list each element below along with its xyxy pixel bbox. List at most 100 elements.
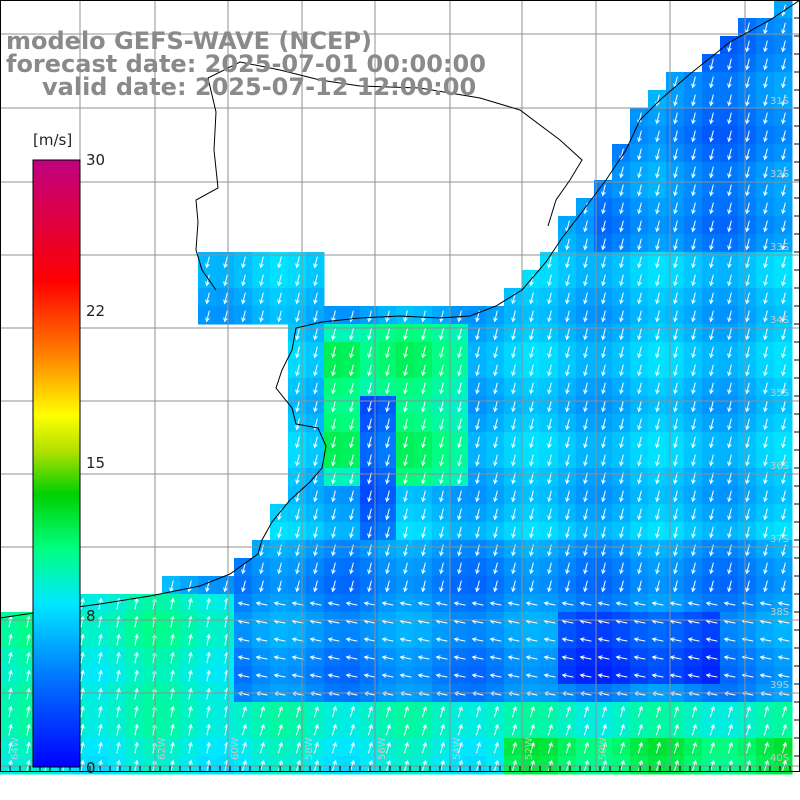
wind-cell xyxy=(504,450,523,469)
wind-arrow xyxy=(781,148,786,161)
wind-cell xyxy=(738,612,757,631)
wind-cell xyxy=(126,648,145,667)
wind-cell xyxy=(414,414,433,433)
wind-arrow xyxy=(745,580,750,593)
wind-arrow xyxy=(206,723,211,736)
wind-arrow xyxy=(385,310,390,323)
wind-arrow xyxy=(619,202,624,215)
wind-cell xyxy=(504,540,523,559)
wind-cell xyxy=(18,630,37,649)
wind-cell xyxy=(738,666,757,685)
wind-cell xyxy=(702,486,721,505)
wind-cell xyxy=(252,558,271,577)
wind-arrow xyxy=(367,328,372,341)
wind-arrow xyxy=(493,741,499,754)
wind-cell xyxy=(162,576,181,595)
wind-cell xyxy=(774,648,793,667)
wind-cell xyxy=(378,360,397,379)
wind-arrow xyxy=(601,436,606,449)
wind-cell xyxy=(558,342,577,361)
wind-arrow xyxy=(399,655,412,660)
wind-arrow xyxy=(457,400,462,413)
wind-arrow xyxy=(655,220,660,233)
wind-arrow xyxy=(745,274,750,287)
wind-cell xyxy=(0,648,19,667)
wind-arrow xyxy=(277,310,282,323)
wind-arrow xyxy=(619,184,624,197)
wind-arrow xyxy=(529,454,534,467)
wind-cell xyxy=(774,450,793,469)
wind-arrow xyxy=(475,436,480,449)
wind-cell xyxy=(252,720,271,739)
wind-arrow xyxy=(399,673,412,678)
wind-cell xyxy=(630,702,649,721)
wind-arrow xyxy=(421,328,426,341)
wind-cell xyxy=(666,558,685,577)
wind-arrow xyxy=(313,705,319,718)
wind-arrow xyxy=(134,723,139,736)
wind-cell xyxy=(774,198,793,217)
wind-cell xyxy=(360,558,379,577)
wind-cell xyxy=(756,648,775,667)
wind-cell xyxy=(612,756,631,775)
wind-cell xyxy=(648,342,667,361)
wind-cell xyxy=(486,414,505,433)
wind-cell xyxy=(288,432,307,451)
wind-arrow xyxy=(655,490,660,503)
wind-arrow xyxy=(349,382,354,395)
wind-arrow xyxy=(331,705,337,718)
wind-cell xyxy=(324,594,343,613)
wind-arrow xyxy=(435,673,448,678)
lat-label: 35S xyxy=(770,388,789,399)
wind-cell xyxy=(774,738,793,757)
wind-cell xyxy=(738,18,757,37)
wind-cell xyxy=(270,720,289,739)
wind-arrow xyxy=(601,454,606,467)
wind-cell xyxy=(702,90,721,109)
wind-arrow xyxy=(295,508,300,521)
wind-cell xyxy=(774,180,793,199)
wind-arrow xyxy=(781,58,786,71)
wind-cell xyxy=(630,468,649,487)
wind-arrow xyxy=(385,436,390,449)
wind-arrow xyxy=(421,705,427,718)
wind-arrow xyxy=(511,526,516,539)
wind-cell xyxy=(450,540,469,559)
coastline-inland xyxy=(195,61,583,291)
wind-cell xyxy=(396,450,415,469)
wind-arrow xyxy=(673,454,678,467)
wind-cell xyxy=(414,630,433,649)
wind-arrow xyxy=(255,637,268,642)
wind-cell xyxy=(414,306,433,325)
wind-arrow xyxy=(565,400,570,413)
wind-arrow xyxy=(277,292,282,305)
wind-arrow xyxy=(637,580,642,593)
wind-arrow xyxy=(655,562,660,575)
wind-cell xyxy=(702,54,721,73)
wind-cell xyxy=(756,738,775,757)
wind-cell xyxy=(594,180,613,199)
wind-arrow xyxy=(691,274,696,287)
wind-cell xyxy=(306,414,325,433)
wind-cell xyxy=(684,90,703,109)
wind-arrow xyxy=(691,184,696,197)
valid-date: valid date: 2025-07-12 12:00:00 xyxy=(42,73,477,101)
wind-cell xyxy=(576,288,595,307)
wind-arrow xyxy=(439,310,444,323)
wind-arrow xyxy=(349,490,354,503)
wind-cell xyxy=(18,756,37,775)
wind-cell xyxy=(738,594,757,613)
wind-arrow xyxy=(170,687,175,700)
wind-cell xyxy=(774,234,793,253)
wind-cell xyxy=(198,612,217,631)
wind-cell xyxy=(666,90,685,109)
wind-arrow xyxy=(223,256,228,269)
wind-arrow xyxy=(295,436,300,449)
wind-cell xyxy=(324,396,343,415)
wind-arrow xyxy=(26,705,31,718)
wind-arrow xyxy=(98,687,103,700)
wind-arrow xyxy=(403,328,408,341)
wind-cell xyxy=(288,504,307,523)
wind-cell xyxy=(198,738,217,757)
wind-cell xyxy=(648,630,667,649)
